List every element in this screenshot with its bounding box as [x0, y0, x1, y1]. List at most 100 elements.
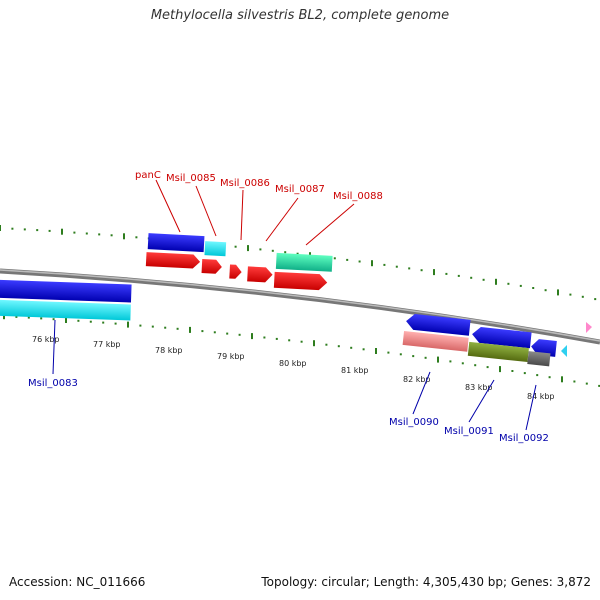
scale-label-80: 80 kbp — [279, 359, 307, 368]
lower-ring-minor-tick — [15, 315, 18, 318]
upper-ring-major-tick — [61, 228, 63, 235]
upper-ring-minor-tick — [519, 284, 522, 287]
gene-arrow-blue-msil-0091[interactable] — [471, 326, 532, 349]
gene-bar-olive-msil-0091[interactable] — [467, 341, 529, 363]
upper-ring-major-tick — [0, 225, 1, 231]
upper-ring-major-tick — [557, 289, 559, 296]
lower-ring-minor-tick — [573, 380, 576, 383]
lower-ring-minor-tick — [362, 348, 365, 351]
genome-backbone-highlight — [0, 269, 600, 342]
leader-line-msil-0090 — [412, 371, 431, 415]
upper-ring-minor-tick — [445, 272, 448, 275]
upper-ring-minor-tick — [383, 263, 386, 266]
upper-ring-minor-tick — [544, 289, 547, 292]
upper-ring-minor-tick — [395, 265, 398, 268]
gene-bar-cyan-msil-0085[interactable] — [204, 241, 227, 257]
gene-bar-teal-msil-0088[interactable] — [275, 252, 333, 272]
upper-ring-minor-tick — [85, 232, 88, 235]
lower-ring-minor-tick — [461, 362, 464, 365]
gene-arrow-blue-msil-0090[interactable] — [405, 313, 471, 336]
lower-ring-minor-tick — [536, 374, 539, 377]
lower-ring-major-tick — [3, 313, 5, 320]
lower-ring-minor-tick — [350, 346, 353, 349]
gene-label-msil-0091[interactable]: Msil_0091 — [444, 426, 494, 437]
gene-label-panc[interactable]: panC — [135, 170, 161, 181]
gene-arrow-red-msil-0088[interactable] — [273, 271, 328, 291]
genome-backbone — [0, 268, 600, 345]
upper-ring-minor-tick — [457, 274, 460, 277]
lower-tick-ring — [3, 313, 600, 387]
gene-label-msil-0086[interactable]: Msil_0086 — [220, 178, 270, 189]
lower-ring-minor-tick — [213, 331, 216, 334]
lower-ring-minor-tick — [511, 370, 514, 372]
scale-label-78: 78 kbp — [155, 346, 183, 355]
gene-arrow-cyan-small[interactable] — [561, 345, 567, 357]
lower-ring-minor-tick — [424, 356, 427, 359]
leader-line-msil-0088 — [305, 203, 355, 246]
upper-ring-major-tick — [433, 269, 435, 276]
leader-line-msil-0086 — [240, 189, 244, 241]
lower-ring-minor-tick — [300, 340, 303, 343]
gene-arrow-red-msil-0086[interactable] — [229, 264, 242, 279]
gene-label-msil-0085[interactable]: Msil_0085 — [166, 173, 216, 184]
lower-ring-major-tick — [499, 366, 501, 373]
upper-ring-minor-tick — [73, 231, 76, 234]
lower-ring-major-tick — [127, 321, 129, 328]
gene-label-msil-0092[interactable]: Msil_0092 — [499, 433, 549, 444]
upper-ring-minor-tick — [358, 260, 361, 263]
lower-ring-minor-tick — [114, 322, 117, 325]
upper-ring-minor-tick — [284, 251, 287, 254]
leader-line-panc — [155, 179, 181, 233]
lower-ring-minor-tick — [548, 376, 551, 379]
upper-ring-minor-tick — [271, 249, 274, 252]
upper-ring-minor-tick — [234, 245, 237, 248]
gene-label-msil-0087[interactable]: Msil_0087 — [275, 184, 325, 195]
gene-label-msil-0083[interactable]: Msil_0083 — [28, 378, 78, 389]
scale-label-82: 82 kbp — [403, 375, 431, 384]
top-gene-labels: panC Msil_0085 Msil_0086 Msil_0087 Msil_… — [135, 170, 383, 246]
lower-ring-minor-tick — [139, 324, 142, 327]
gene-bar-blue[interactable] — [0, 279, 132, 303]
gene-bar-cyan-msil-0083[interactable] — [0, 299, 131, 321]
lower-ring-minor-tick — [474, 364, 477, 367]
lower-ring-minor-tick — [412, 355, 415, 358]
lower-ring-minor-tick — [164, 326, 167, 329]
lower-ring-major-tick — [561, 376, 563, 383]
gene-bar-gray-msil-0092[interactable] — [527, 351, 551, 367]
upper-ring-major-tick — [123, 233, 125, 240]
upper-ring-minor-tick — [36, 229, 39, 232]
accession-text: Accession: NC_011666 — [9, 575, 146, 589]
lower-ring-minor-tick — [176, 327, 179, 330]
upper-ring-minor-tick — [507, 282, 510, 285]
lower-ring-minor-tick — [486, 366, 489, 369]
lower-ring-minor-tick — [288, 339, 291, 342]
bottom-gene-labels: Msil_0083 Msil_0090 Msil_0091 Msil_0092 — [28, 319, 549, 444]
lower-ring-minor-tick — [238, 333, 241, 336]
lower-ring-minor-tick — [523, 372, 526, 375]
scale-label-76: 76 kbp — [32, 335, 60, 344]
upper-ring-minor-tick — [48, 229, 51, 232]
lower-ring-major-tick — [189, 326, 191, 333]
topology-summary-text: Topology: circular; Length: 4,305,430 bp… — [261, 575, 591, 589]
lower-ring-minor-tick — [52, 318, 55, 321]
lower-ring-major-tick — [437, 356, 439, 363]
gene-label-msil-0088[interactable]: Msil_0088 — [333, 191, 383, 202]
upper-ring-minor-tick — [408, 267, 411, 270]
upper-ring-major-tick — [495, 278, 497, 285]
leader-line-msil-0091 — [468, 379, 495, 423]
upper-ring-minor-tick — [296, 252, 299, 255]
gene-bar-blue-panc[interactable] — [147, 233, 205, 253]
upper-ring-minor-tick — [23, 228, 26, 231]
lower-ring-minor-tick — [151, 325, 154, 328]
scale-label-83: 83 kbp — [465, 383, 493, 392]
gene-label-msil-0090[interactable]: Msil_0090 — [389, 417, 439, 428]
gene-bar-pink-msil-0090[interactable] — [402, 330, 469, 352]
scale-label-79: 79 kbp — [217, 352, 245, 361]
gene-arrow-red-msil-0085[interactable] — [201, 259, 223, 274]
leader-line-msil-0083 — [52, 319, 56, 375]
upper-ring-minor-tick — [135, 236, 138, 239]
gene-arrow-pink-small[interactable] — [586, 322, 592, 333]
upper-ring-minor-tick — [594, 298, 597, 301]
gene-arrow-red-msil-0087[interactable] — [247, 266, 273, 283]
gene-arrow-red-panc[interactable] — [145, 252, 201, 269]
